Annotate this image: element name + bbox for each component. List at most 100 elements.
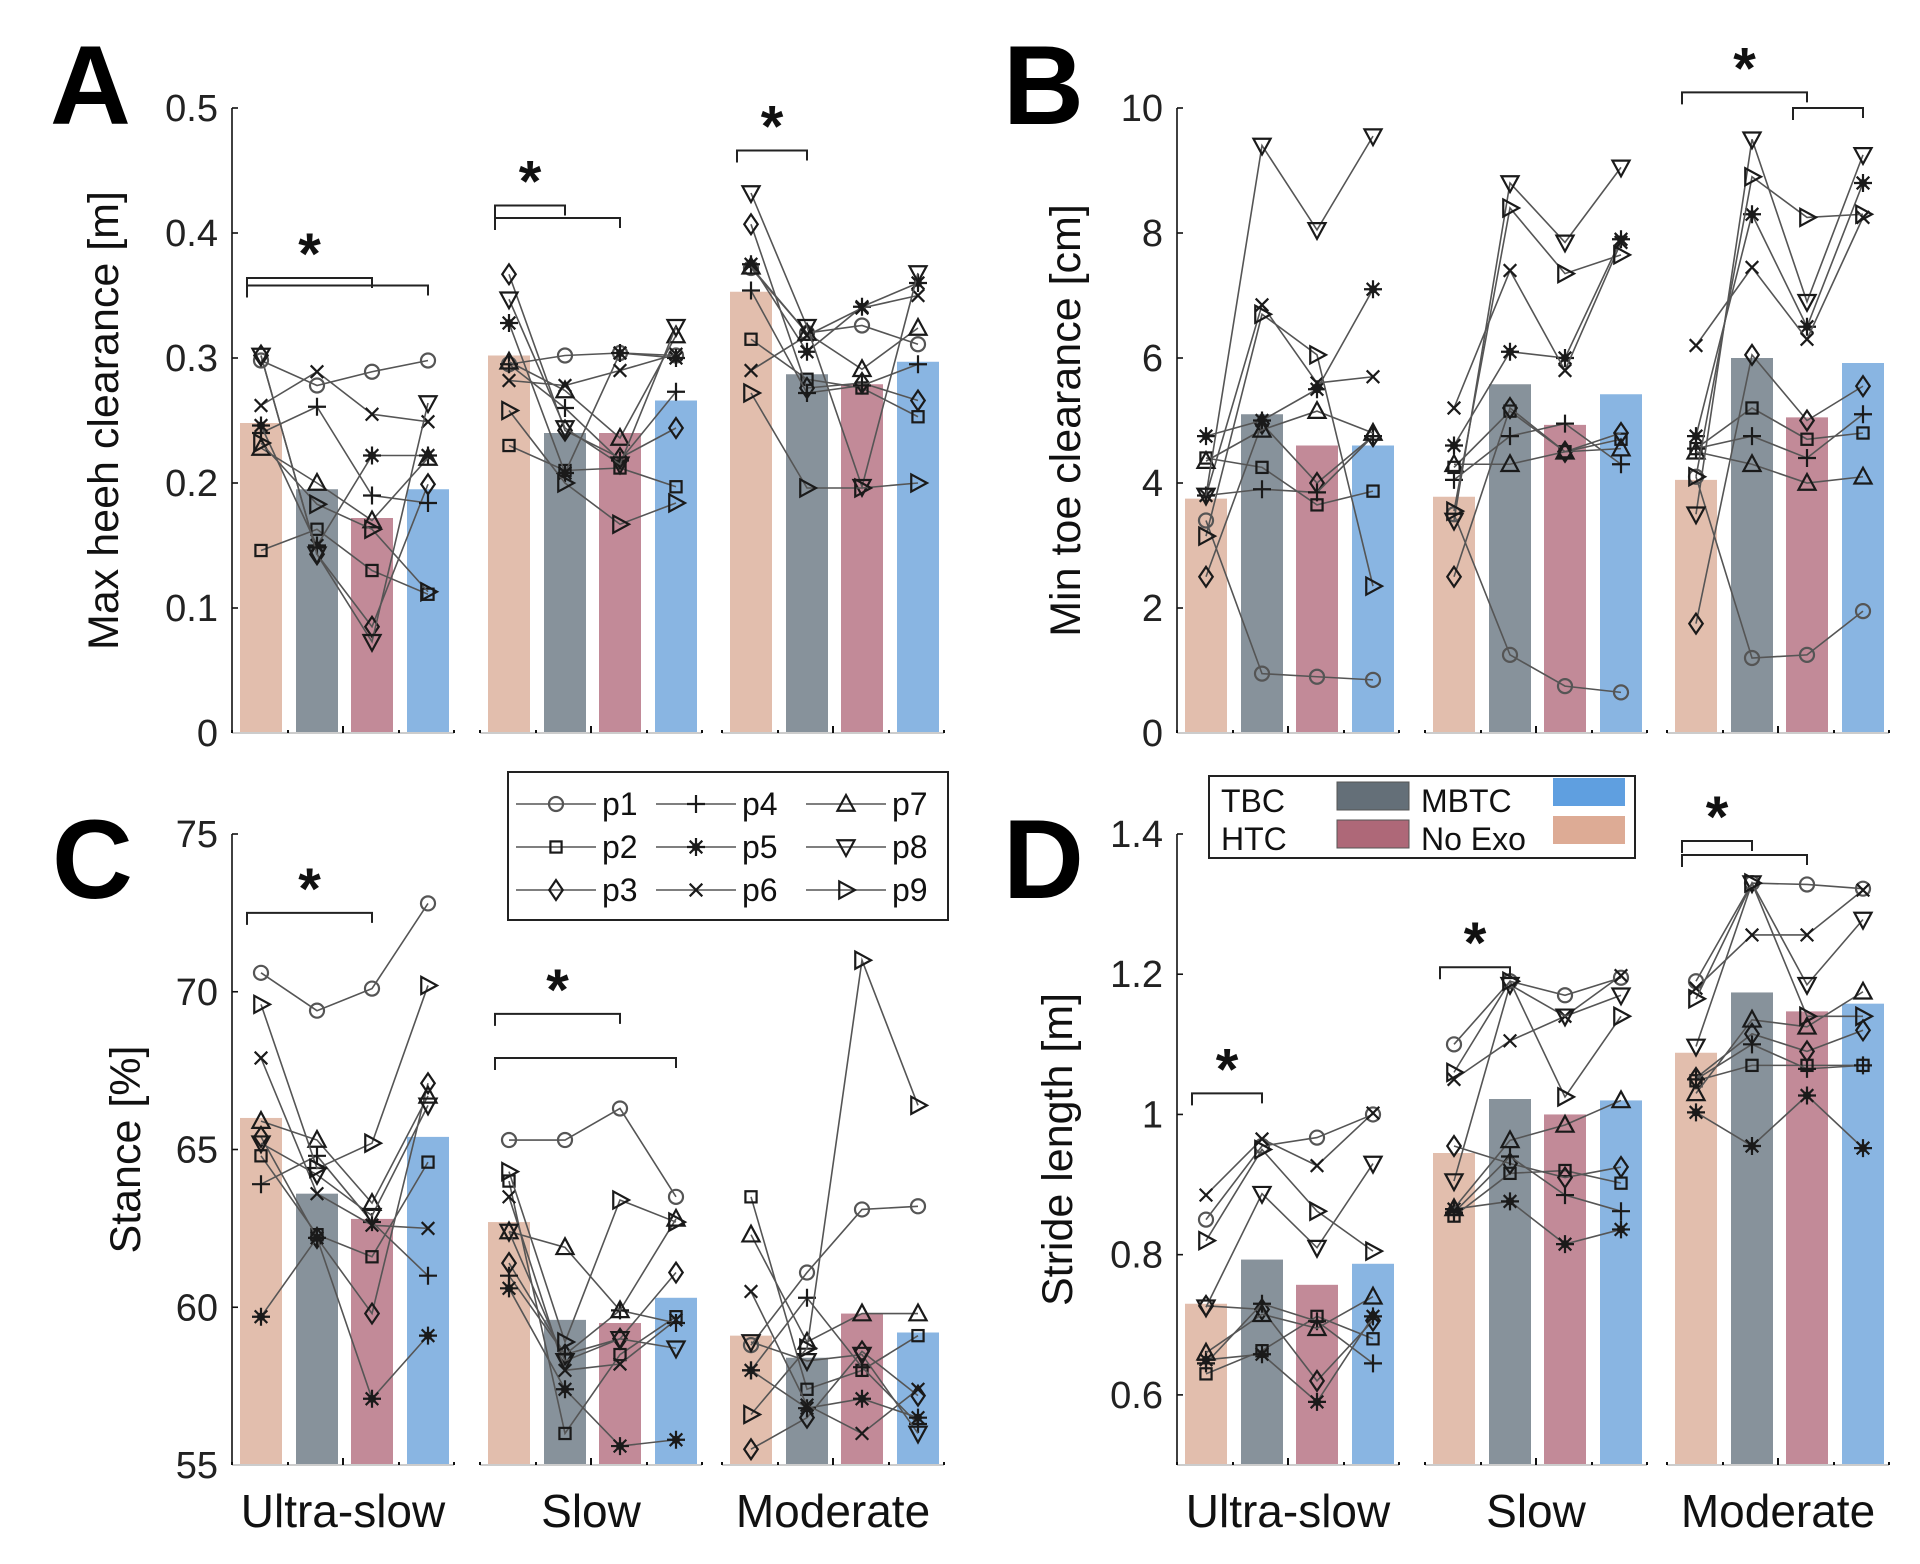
marker-p8 <box>1499 976 1521 997</box>
marker-p8 <box>665 1340 687 1360</box>
marker-p7 <box>609 426 631 446</box>
marker-p6 <box>668 1312 684 1327</box>
bracket-line <box>246 284 429 298</box>
marker-p8 <box>417 395 439 415</box>
marker-p7 <box>740 255 762 275</box>
group-ultra-slow <box>231 343 455 734</box>
participant-line-p9 <box>508 1171 677 1345</box>
marker-p3 <box>667 416 685 440</box>
legend-marker-p1 <box>547 795 565 813</box>
y-tick-label: 8 <box>1142 213 1163 255</box>
marker-spokes <box>308 536 326 555</box>
legend-marker-p3 <box>547 878 565 902</box>
participant-line-p6 <box>1453 974 1622 1081</box>
marker-p7 <box>1499 452 1521 473</box>
legend-box <box>507 771 949 921</box>
marker-p9 <box>1613 1005 1633 1027</box>
marker-spokes <box>1445 1200 1463 1219</box>
marker-p3 <box>798 1405 816 1430</box>
participant-line-p9 <box>260 985 429 1170</box>
marker-p6 <box>1688 338 1704 353</box>
significance-star: * <box>761 95 784 160</box>
significance-star: * <box>519 150 542 215</box>
participant-line-p3 <box>750 223 919 402</box>
bracket-line <box>1191 1092 1263 1106</box>
marker-p9 <box>612 513 632 535</box>
participant-line-p8 <box>1205 1163 1374 1308</box>
participant-line-p9 <box>1695 881 1863 1018</box>
marker-spokes <box>1687 427 1705 446</box>
marker-p2 <box>1745 1058 1759 1073</box>
participant-line-p5 <box>260 425 428 548</box>
marker-p3 <box>363 1301 381 1326</box>
legend-label: p7 <box>892 786 928 822</box>
marker-p2 <box>1503 1166 1517 1181</box>
marker-p2 <box>1800 432 1814 446</box>
marker-p7 <box>250 1109 272 1129</box>
marker-p8 <box>417 1097 439 1117</box>
marker-p8 <box>1195 487 1217 507</box>
marker-p9 <box>1309 1200 1329 1222</box>
bracket-line <box>1681 854 1808 868</box>
marker-p9 <box>253 993 273 1015</box>
bar-htc <box>599 433 641 732</box>
marker-p9 <box>1198 525 1218 547</box>
marker-p5 <box>909 1408 927 1427</box>
participant-line-p4 <box>750 1296 919 1425</box>
y-axis-title: Stance [%] <box>102 1046 150 1254</box>
marker-p7 <box>417 446 439 466</box>
participant-line-p6 <box>1205 303 1374 496</box>
legend-label: p6 <box>742 872 778 908</box>
y-tick-label: 0.6 <box>1110 1375 1163 1417</box>
marker-p6 <box>612 363 628 378</box>
participant-line-p3 <box>260 1083 429 1316</box>
marker-p5 <box>1197 427 1215 446</box>
marker-p7 <box>306 471 328 491</box>
marker-p2 <box>365 1250 379 1264</box>
marker-p6 <box>854 300 870 316</box>
marker-p6 <box>253 1050 269 1066</box>
marker-p2 <box>1856 426 1870 440</box>
participant-line-p9 <box>1695 175 1864 477</box>
marker-p9 <box>420 975 440 996</box>
group-moderate <box>721 185 945 734</box>
marker-p5 <box>1445 436 1463 455</box>
marker-p9 <box>1254 303 1274 325</box>
participant-line-p4 <box>260 1154 429 1277</box>
marker-p9 <box>1799 1005 1819 1027</box>
marker-p9 <box>309 493 329 515</box>
legend-label: p1 <box>602 786 638 822</box>
marker-p9 <box>1557 1086 1577 1108</box>
marker-p7 <box>665 324 687 344</box>
participant-line-p7 <box>1454 447 1622 466</box>
participant-line-p3 <box>260 355 429 629</box>
marker-spokes <box>742 1361 760 1380</box>
bracket-line <box>494 204 566 218</box>
marker-p8 <box>1796 293 1818 314</box>
participant-line-p2 <box>1205 1315 1374 1375</box>
participant-line-p6 <box>1205 1112 1374 1196</box>
marker-p7 <box>1195 1341 1217 1361</box>
marker-p2 <box>1255 460 1269 475</box>
marker-spokes <box>1687 1103 1705 1122</box>
panel-B: B Min toe clearance [cm] 0 2 4 6 8 10 * <box>1003 23 1890 755</box>
participant-line-p1 <box>1205 520 1374 681</box>
marker-p4 <box>1854 405 1872 424</box>
participant-line-p4 <box>508 363 677 462</box>
marker-p4 <box>556 399 574 417</box>
marker-p3 <box>1445 1134 1463 1158</box>
marker-p4 <box>853 1358 871 1377</box>
marker-p8 <box>740 1334 762 1354</box>
marker-p6 <box>1309 1158 1325 1173</box>
marker-p6 <box>1446 400 1462 416</box>
marker-spokes <box>1445 436 1463 455</box>
participant-line-p3 <box>508 1262 677 1356</box>
bar-mbtc <box>407 1136 449 1464</box>
marker-p5 <box>308 1228 326 1247</box>
marker-p4 <box>1612 1202 1630 1221</box>
marker-p7 <box>361 509 383 529</box>
participant-line-p5 <box>750 1369 919 1419</box>
bar-no-exo <box>730 291 772 732</box>
marker-spokes <box>1501 1192 1519 1211</box>
participant-line-p4 <box>260 405 429 504</box>
